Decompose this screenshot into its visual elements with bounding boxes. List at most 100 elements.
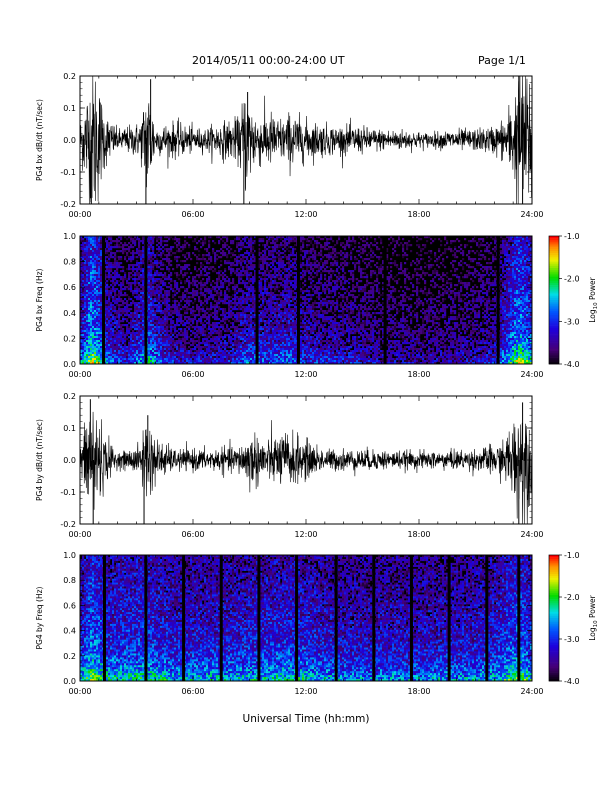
spectrogram-cell <box>220 354 222 356</box>
spectrogram-cell <box>274 248 276 250</box>
spectrogram-cell <box>96 310 98 312</box>
spectrogram-cell <box>156 346 158 348</box>
spectrogram-cell <box>228 262 230 264</box>
spectrogram-cell <box>112 334 114 336</box>
spectrogram-cell <box>126 248 128 250</box>
spectrogram-cell <box>186 350 188 352</box>
spectrogram-cell <box>152 258 154 260</box>
spectrogram-cell <box>264 330 266 332</box>
spectrogram-cell <box>90 284 92 286</box>
spectrogram-cell <box>262 238 264 240</box>
spectrogram-cell <box>132 252 134 254</box>
spectrogram-cell <box>90 294 92 296</box>
spectrogram-cell <box>120 336 122 338</box>
spectrogram-cell <box>202 240 204 242</box>
spectrogram-cell <box>92 326 94 328</box>
spectrogram-cell <box>274 282 276 284</box>
spectrogram-cell <box>250 316 252 318</box>
spectrogram-cell <box>94 266 96 268</box>
spectrogram-cell <box>114 270 116 272</box>
spectrogram-cell <box>220 282 222 284</box>
spectrogram-cell <box>88 338 90 340</box>
spectrogram-cell <box>202 268 204 270</box>
spectrogram-cell <box>270 314 272 316</box>
spectrogram-cell <box>236 246 238 248</box>
spectrogram-cell <box>152 292 154 294</box>
spectrogram-cell <box>246 268 248 270</box>
spectrogram-cell <box>180 318 182 320</box>
spectrogram-cell <box>216 272 218 274</box>
spectrogram-cell <box>198 340 200 342</box>
spectrogram-cell <box>106 340 108 342</box>
spectrogram-cell <box>84 290 86 292</box>
spectrogram-cell <box>194 240 196 242</box>
spectrogram-cell <box>204 294 206 296</box>
spectrogram-cell <box>108 246 110 248</box>
spectrogram-cell <box>248 240 250 242</box>
spectrogram-cell <box>228 310 230 312</box>
spectrogram-cell <box>108 356 110 358</box>
spectrogram-cell <box>142 286 144 288</box>
spectrogram-cell <box>222 356 224 358</box>
spectrogram-cell <box>112 344 114 346</box>
spectrogram-cell <box>184 294 186 296</box>
spectrogram-cell <box>198 352 200 354</box>
spectrogram-cell <box>150 256 152 258</box>
spectrogram-cell <box>140 336 142 338</box>
spectrogram-cell <box>128 304 130 306</box>
spectrogram-cell <box>168 346 170 348</box>
spectrogram-cell <box>110 268 112 270</box>
spectrogram-cell <box>98 280 100 282</box>
spectrogram-cell <box>178 312 180 314</box>
spectrogram-cell <box>236 330 238 332</box>
spectrogram-cell <box>96 352 98 354</box>
spectrogram-cell <box>158 250 160 252</box>
spectrogram-cell <box>140 346 142 348</box>
spectrogram-cell <box>208 240 210 242</box>
spectrogram-cell <box>240 330 242 332</box>
spectrogram-cell <box>148 254 150 256</box>
spectrogram-cell <box>264 332 266 334</box>
spectrogram-cell <box>274 238 276 240</box>
spectrogram-cell <box>180 298 182 300</box>
spectrogram-cell <box>246 318 248 320</box>
spectrogram-cell <box>214 336 216 338</box>
spectrogram-cell <box>234 330 236 332</box>
spectrogram-cell <box>268 330 270 332</box>
spectrogram-cell <box>188 292 190 294</box>
spectrogram-cell <box>208 344 210 346</box>
spectrogram-cell <box>154 274 156 276</box>
spectrogram-cell <box>242 308 244 310</box>
spectrogram-cell <box>188 346 190 348</box>
spectrogram-cell <box>196 346 198 348</box>
spectrogram-cell <box>248 324 250 326</box>
spectrogram-cell <box>272 326 274 328</box>
spectrogram-cell <box>160 274 162 276</box>
spectrogram-cell <box>252 320 254 322</box>
spectrogram-cell <box>120 294 122 296</box>
spectrogram-cell <box>112 280 114 282</box>
spectrogram-cell <box>98 274 100 276</box>
spectrogram-cell <box>90 332 92 334</box>
spectrogram-cell <box>98 284 100 286</box>
spectrogram-cell <box>130 326 132 328</box>
spectrogram-cell <box>162 246 164 248</box>
spectrogram-cell <box>204 290 206 292</box>
spectrogram-cell <box>180 354 182 356</box>
spectrogram-cell <box>248 246 250 248</box>
spectrogram-cell <box>106 306 108 308</box>
spectrogram-cell <box>108 340 110 342</box>
spectrogram-cell <box>154 346 156 348</box>
spectrogram-cell <box>118 250 120 252</box>
spectrogram-cell <box>84 246 86 248</box>
spectrogram-cell <box>150 348 152 350</box>
spectrogram-cell <box>158 310 160 312</box>
spectrogram-cell <box>208 348 210 350</box>
spectrogram-cell <box>90 326 92 328</box>
spectrogram-cell <box>278 252 280 254</box>
spectrogram-cell <box>184 340 186 342</box>
spectrogram-cell <box>94 328 96 330</box>
spectrogram-cell <box>110 328 112 330</box>
spectrogram-cell <box>100 260 102 262</box>
spectrogram-cell <box>132 344 134 346</box>
